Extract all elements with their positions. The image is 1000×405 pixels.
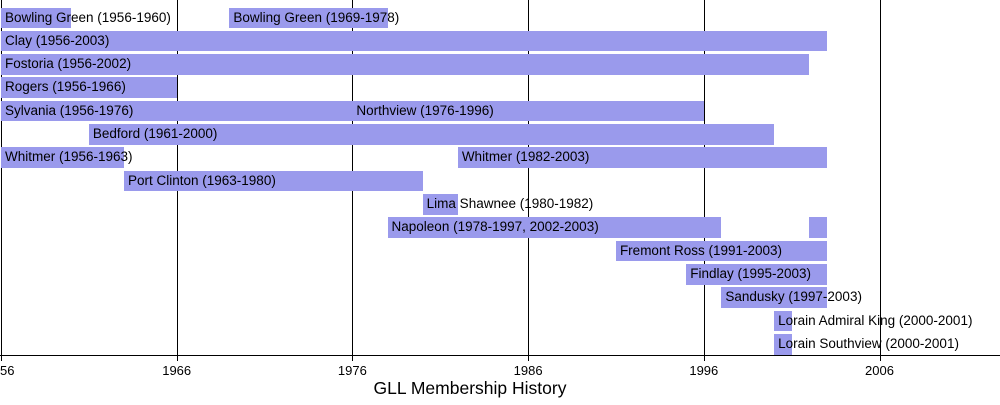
tick-label-1986: 1986 [513,363,543,378]
tick-mark-1966 [176,355,178,361]
membership-bar-label: Bowling Green (1956-1960) [5,9,171,25]
chart-title: GLL Membership History [373,378,567,398]
membership-bar [615,240,827,262]
x-axis-line [0,355,1000,356]
membership-bar-label: Northview (1976-1996) [356,102,494,118]
membership-bar [774,310,792,332]
membership-bar-label: Bowling Green (1969-1978) [233,9,400,25]
membership-bar [123,170,423,192]
year-gridline-1956 [1,0,2,355]
tick-label-1976: 1976 [337,363,367,378]
membership-bar-label: Port Clinton (1963-1980) [127,172,276,188]
membership-bar-label: Lorain Southview (2000-2001) [778,336,959,352]
membership-bar [774,334,792,355]
membership-bar-label: Findlay (1995-2003) [690,266,812,282]
membership-bar-label: Fostoria (1956-2002) [5,56,132,72]
membership-bar-label: Lorain Admiral King (2000-2001) [778,312,973,328]
tick-label-2006: 2006 [865,363,894,378]
membership-bar [229,7,388,28]
membership-bar [1,147,124,168]
membership-bar [686,264,827,285]
membership-bar [88,124,775,145]
tick-label-1956: 56 [0,363,15,378]
membership-bar-label: Sylvania (1956-1976) [5,102,134,118]
membership-bar [1,100,353,122]
tick-label-1966: 1966 [162,363,192,378]
year-gridline-2006 [879,0,881,355]
membership-bar-label: Lima Shawnee (1980-1982) [426,196,594,212]
membership-bar [457,147,827,168]
membership-bar [1,77,177,98]
membership-bar-label: Whitmer (1956-1963) [5,149,133,165]
year-gridline-1996 [703,0,705,355]
membership-bar [1,30,827,52]
year-gridline-1986 [528,0,530,355]
membership-bar [1,7,72,28]
membership-bar-label: Bedford (1961-2000) [92,126,218,142]
membership-bar [721,287,827,308]
tick-label-1996: 1996 [689,363,719,378]
membership-bar [422,194,458,215]
membership-bar [387,217,722,238]
membership-bar-label: Sandusky (1997-2003) [725,289,862,305]
membership-bar-label: Napoleon (1978-1997, 2002-2003) [391,219,599,235]
membership-bar-label: Whitmer (1982-2003) [461,149,590,165]
tick-mark-1976 [352,355,354,361]
tick-mark-1996 [703,355,705,361]
membership-bar-label: Clay (1956-2003) [5,32,110,48]
membership-bar [809,217,827,238]
tick-mark-1956 [1,355,2,361]
membership-bar [352,100,704,122]
tick-mark-1986 [528,355,530,361]
tick-mark-2006 [879,355,881,361]
membership-bar-label: Rogers (1956-1966) [5,79,126,95]
membership-bar [1,54,810,75]
membership-bar-label: Fremont Ross (1991-2003) [619,242,783,258]
